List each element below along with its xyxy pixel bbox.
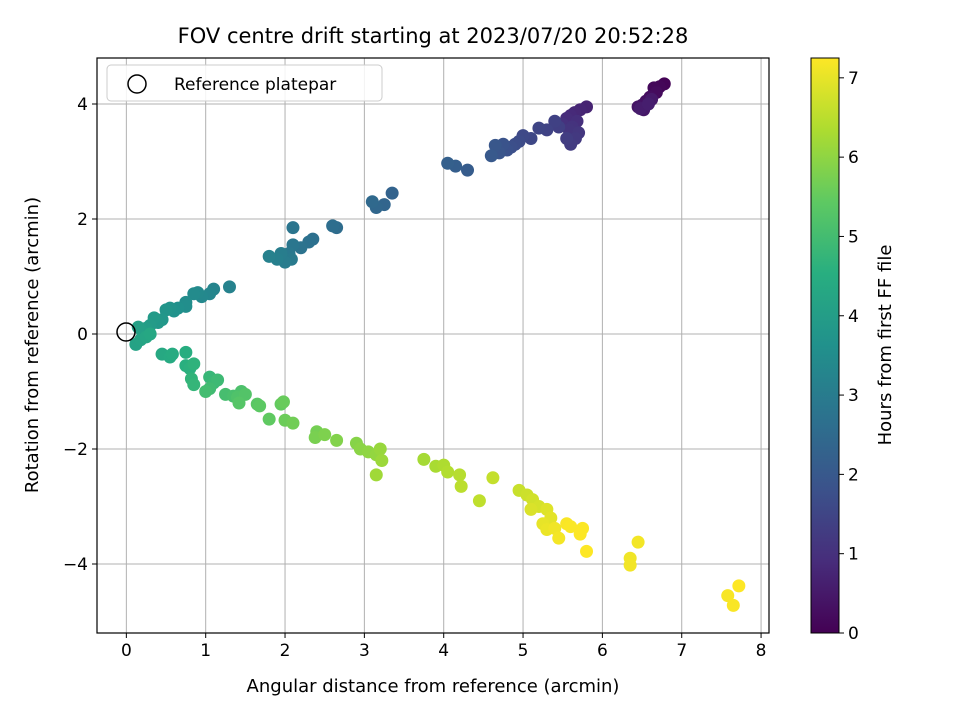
plot-frame: [97, 58, 769, 633]
x-tick-label: 4: [438, 641, 449, 661]
colorbar-tick-label: 1: [848, 545, 859, 565]
gridlines: [97, 58, 769, 633]
data-point: [179, 346, 192, 359]
data-point: [370, 468, 383, 481]
data-point: [263, 250, 276, 263]
data-point: [144, 328, 157, 341]
data-points: [129, 77, 745, 612]
x-tick-label: 0: [121, 641, 132, 661]
data-point: [366, 195, 379, 208]
data-point: [642, 98, 655, 111]
data-point: [318, 428, 331, 441]
legend: Reference platepar: [107, 65, 382, 101]
data-point: [375, 454, 388, 467]
data-point: [632, 536, 645, 549]
colorbar: 0 1 2 3 4 5 6 7 Hours from first FF file: [811, 58, 896, 644]
data-point: [233, 397, 246, 410]
data-point: [330, 434, 343, 447]
data-point: [253, 399, 266, 412]
y-axis-label: Rotation from reference (arcmin): [22, 197, 43, 493]
colorbar-ticks: 0 1 2 3 4 5 6 7: [839, 69, 859, 644]
data-point: [580, 545, 593, 558]
y-tick-label: 0: [77, 325, 88, 345]
data-point: [441, 466, 454, 479]
data-point: [263, 413, 276, 426]
data-point: [453, 468, 466, 481]
x-tick-label: 7: [676, 641, 687, 661]
data-point: [374, 443, 387, 456]
colorbar-tick-label: 7: [848, 69, 859, 89]
data-point: [485, 149, 498, 162]
data-point: [732, 579, 745, 592]
data-point: [326, 219, 339, 232]
data-point: [552, 532, 565, 545]
y-tick-label: 2: [77, 210, 88, 230]
data-point: [223, 280, 236, 293]
data-point: [417, 453, 430, 466]
x-tick-label: 2: [280, 641, 291, 661]
y-tick-label: −4: [63, 555, 88, 575]
x-tick-label: 5: [518, 641, 529, 661]
chart-title: FOV centre drift starting at 2023/07/20 …: [178, 24, 689, 48]
data-point: [455, 480, 468, 493]
data-point: [441, 157, 454, 170]
data-point: [486, 471, 499, 484]
y-tick-label: −2: [63, 440, 88, 460]
colorbar-tick-label: 4: [848, 307, 859, 327]
x-tick-label: 3: [359, 641, 370, 661]
data-point: [560, 132, 573, 145]
data-point: [624, 559, 637, 572]
data-point: [166, 348, 179, 361]
data-point: [277, 395, 290, 408]
data-point: [187, 378, 200, 391]
colorbar-tick-label: 0: [848, 624, 859, 644]
data-point: [187, 357, 200, 370]
data-point: [574, 528, 587, 541]
x-tick-label: 6: [597, 641, 608, 661]
data-point: [199, 385, 212, 398]
data-point: [532, 122, 545, 135]
colorbar-label: Hours from first FF file: [875, 245, 896, 446]
legend-entry-reference-platepar: Reference platepar: [174, 75, 336, 95]
data-point: [461, 164, 474, 177]
y-tick-label: 4: [77, 95, 88, 115]
chart-figure: FOV centre drift starting at 2023/07/20 …: [0, 0, 960, 720]
colorbar-tick-label: 5: [848, 227, 859, 247]
x-axis-label: Angular distance from reference (arcmin): [247, 676, 620, 697]
colorbar-tick-label: 6: [848, 148, 859, 168]
data-point: [524, 503, 537, 516]
colorbar-tick-label: 3: [848, 386, 859, 406]
colorbar-gradient: [811, 58, 839, 633]
data-point: [286, 417, 299, 430]
data-point: [286, 221, 299, 234]
x-tick-label: 1: [200, 641, 211, 661]
y-axis-ticks: −4 −2 0 2 4: [63, 95, 97, 575]
colorbar-tick-label: 2: [848, 465, 859, 485]
data-point: [727, 599, 740, 612]
data-point: [473, 494, 486, 507]
x-axis-ticks: 0 1 2 3 4 5 6 7 8: [121, 633, 767, 661]
data-point: [386, 187, 399, 200]
x-tick-label: 8: [756, 641, 767, 661]
